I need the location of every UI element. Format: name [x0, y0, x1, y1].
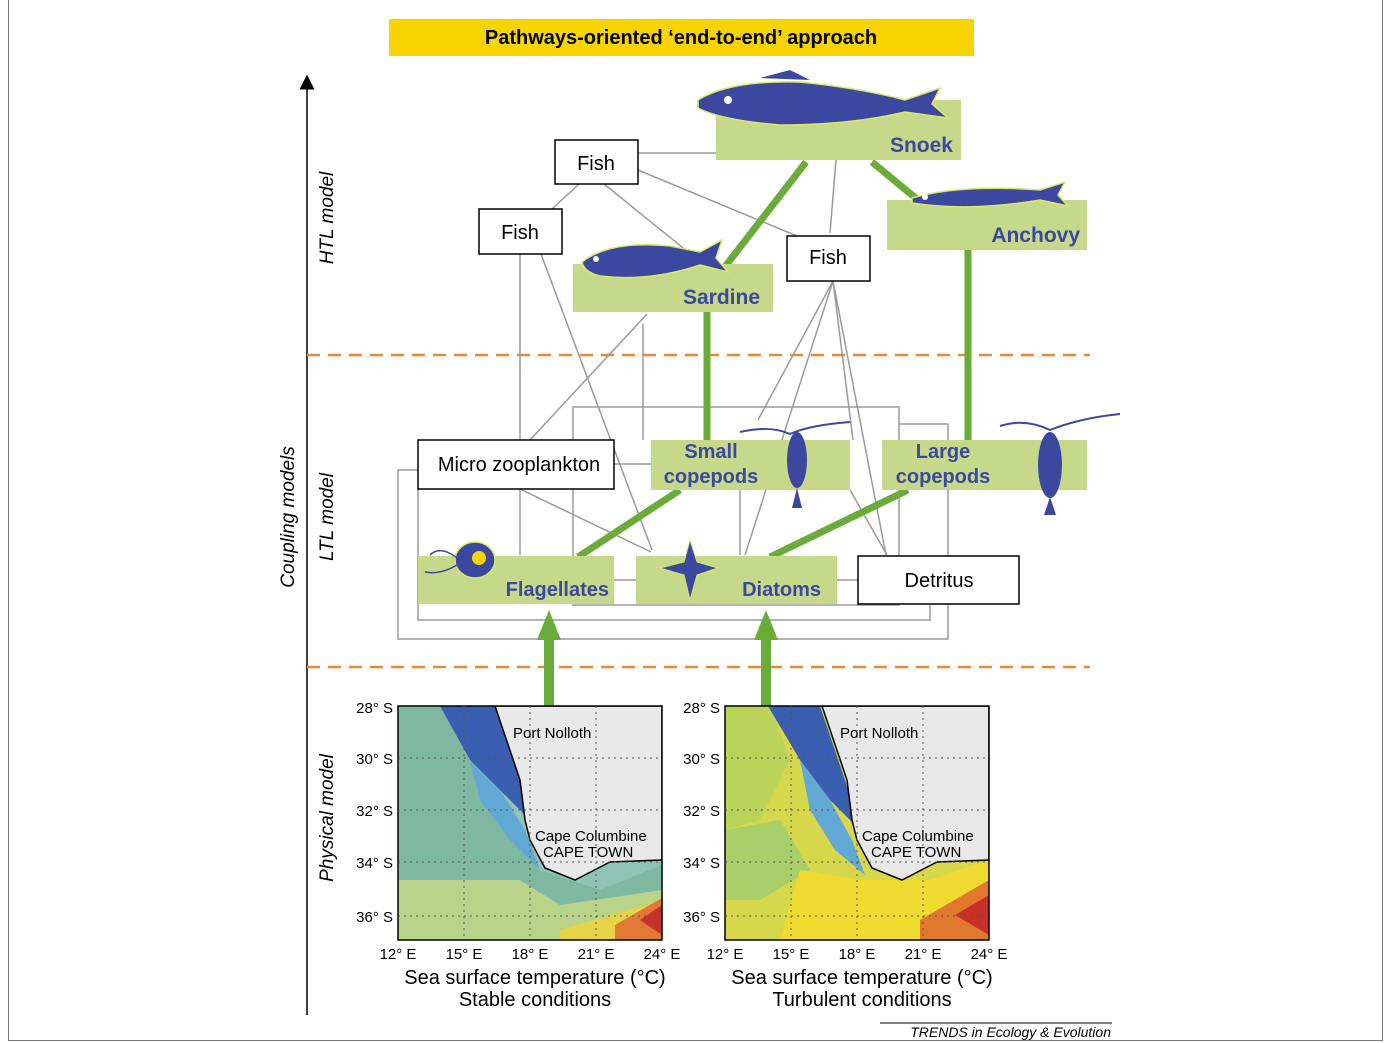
sst-map-turbulent: 28° S 30° S 32° S 34° S 36° S 12° E 15° …	[683, 700, 1007, 1011]
place-label: Cape Columbine	[535, 828, 647, 845]
lat-tick: 36° S	[356, 909, 393, 926]
title-banner	[389, 19, 974, 56]
micro-zooplankton-node: Micro zooplankton	[417, 439, 615, 490]
lon-tick: 18° E	[839, 946, 876, 963]
lat-tick: 30° S	[356, 751, 393, 768]
fish-node-3: Fish	[786, 235, 871, 282]
lon-tick: 12° E	[380, 946, 417, 963]
place-label: Port Nolloth	[840, 725, 918, 742]
sardine-fish-icon	[581, 238, 731, 279]
figure-frame	[8, 0, 1383, 1041]
lon-tick: 15° E	[446, 946, 483, 963]
svg-text:Detritus: Detritus	[905, 570, 974, 592]
food-web-links	[397, 152, 949, 640]
svg-text:copepods: copepods	[896, 466, 990, 488]
lat-tick: 28° S	[683, 700, 720, 717]
large-copepod-icon	[999, 413, 1121, 515]
lat-tick: 34° S	[356, 855, 393, 872]
svg-text:Flagellates: Flagellates	[506, 579, 609, 601]
flagellate-icon	[424, 541, 496, 579]
lat-tick: 32° S	[683, 803, 720, 820]
diatom-icon	[658, 538, 720, 602]
diatoms-node: Diatoms	[636, 556, 837, 604]
place-label: CAPE TOWN	[871, 844, 961, 861]
lon-tick: 15° E	[773, 946, 810, 963]
lat-tick: 30° S	[683, 751, 720, 768]
svg-text:Sardine: Sardine	[683, 286, 760, 309]
svg-text:Anchovy: Anchovy	[991, 224, 1080, 247]
svg-text:Small: Small	[684, 441, 737, 463]
map-caption: Sea surface temperature (°C)	[731, 967, 992, 989]
map-caption: Sea surface temperature (°C)	[404, 967, 665, 989]
place-label: Cape Columbine	[862, 828, 974, 845]
pathway-links	[576, 159, 972, 561]
place-label: CAPE TOWN	[543, 844, 633, 861]
place-label: Port Nolloth	[513, 725, 591, 742]
anchovy-fish-icon	[911, 180, 1071, 208]
lon-tick: 24° E	[971, 946, 1008, 963]
title: Pathways-oriented ‘end-to-end’ approach	[485, 27, 877, 49]
svg-text:Large: Large	[916, 441, 970, 463]
lon-tick: 21° E	[905, 946, 942, 963]
lon-tick: 21° E	[578, 946, 615, 963]
lat-tick: 32° S	[356, 803, 393, 820]
lon-tick: 18° E	[512, 946, 549, 963]
svg-text:Snoek: Snoek	[890, 134, 953, 157]
credit: TRENDS in Ecology & Evolution	[910, 1024, 1111, 1040]
small-copepod-icon	[739, 421, 851, 508]
flagellates-node: Flagellates	[418, 556, 614, 604]
htl-label: HTL model	[317, 171, 338, 264]
ltl-label: LTL model	[317, 472, 338, 561]
fish-node-2: Fish	[478, 208, 563, 255]
svg-text:Fish: Fish	[501, 222, 539, 244]
anchovy-node: Anchovy	[887, 200, 1087, 250]
detritus-node: Detritus	[857, 555, 1020, 605]
svg-text:Micro zooplankton: Micro zooplankton	[438, 454, 600, 476]
svg-text:Fish: Fish	[809, 247, 847, 269]
map-condition: Stable conditions	[459, 989, 611, 1011]
lat-tick: 34° S	[683, 855, 720, 872]
coupling-label: Coupling models	[278, 446, 299, 588]
map-condition: Turbulent conditions	[772, 989, 951, 1011]
physical-label: Physical model	[317, 753, 338, 882]
lon-tick: 12° E	[707, 946, 744, 963]
snoek-fish-icon	[697, 70, 951, 126]
fish-node-1: Fish	[554, 139, 639, 185]
lon-tick: 24° E	[644, 946, 681, 963]
svg-text:Diatoms: Diatoms	[742, 579, 821, 601]
lat-tick: 28° S	[356, 700, 393, 717]
lat-tick: 36° S	[683, 909, 720, 926]
sst-map-stable: 28° S 30° S 32° S 34° S 36° S 12° E 15° …	[356, 700, 680, 1011]
svg-text:Fish: Fish	[577, 153, 615, 175]
forcing-arrows	[537, 610, 778, 706]
svg-text:copepods: copepods	[664, 466, 758, 488]
small-copepods-node: Small copepods	[651, 440, 850, 490]
